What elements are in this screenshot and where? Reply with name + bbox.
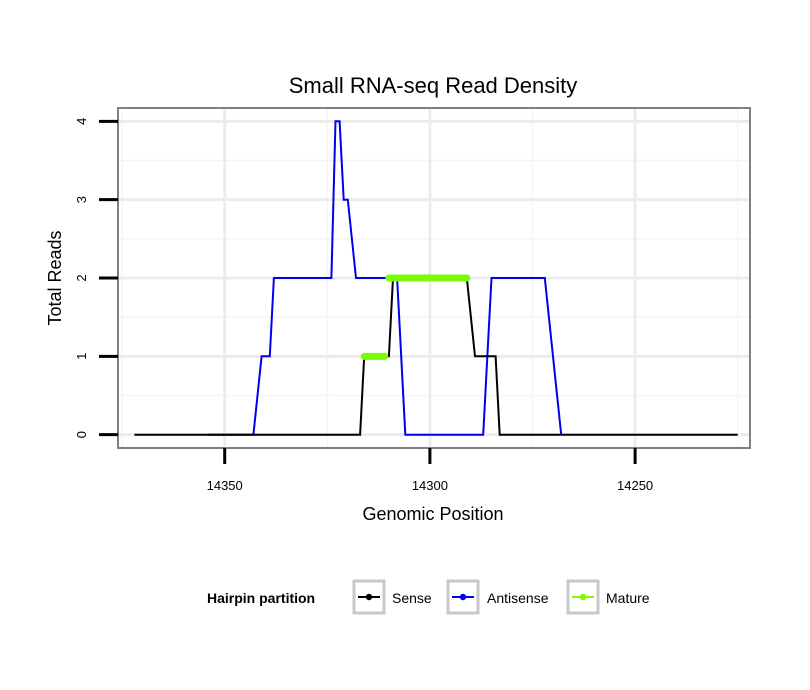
series-antisense-line xyxy=(208,120,563,436)
legend-item-antisense: Antisense xyxy=(446,579,549,615)
y-tick-label-4: 4 xyxy=(74,118,89,125)
y-tick-label-2: 2 xyxy=(74,274,89,281)
legend-item-sense: Sense xyxy=(352,579,432,615)
legend-item-mature: Mature xyxy=(566,579,650,615)
x-tick-label-0: 14350 xyxy=(207,478,243,493)
y-tick-label-3: 3 xyxy=(74,196,89,203)
legend-dot-sense xyxy=(365,593,373,601)
plot-panel xyxy=(117,107,751,449)
x-axis: 14350 14300 14250 xyxy=(207,448,653,493)
legend-title: Hairpin partition xyxy=(207,590,315,606)
x-tick-label-2: 14250 xyxy=(617,478,653,493)
chart-title: Small RNA-seq Read Density xyxy=(289,73,578,98)
legend-label-sense: Sense xyxy=(392,590,432,606)
legend-label-antisense: Antisense xyxy=(487,590,549,606)
y-axis-title: Total Reads xyxy=(45,230,65,325)
y-axis: 0 1 2 3 4 xyxy=(74,118,118,438)
legend-label-mature: Mature xyxy=(606,590,650,606)
y-tick-label-0: 0 xyxy=(74,431,89,438)
x-axis-title: Genomic Position xyxy=(362,504,503,524)
series-layer xyxy=(134,120,738,436)
legend-dot-antisense xyxy=(459,593,467,601)
legend: Hairpin partition Sense Antisense Mature xyxy=(207,579,650,615)
legend-dot-mature xyxy=(579,593,587,601)
x-tick-label-1: 14300 xyxy=(412,478,448,493)
y-tick-label-1: 1 xyxy=(74,353,89,360)
series-sense-line xyxy=(134,277,738,436)
